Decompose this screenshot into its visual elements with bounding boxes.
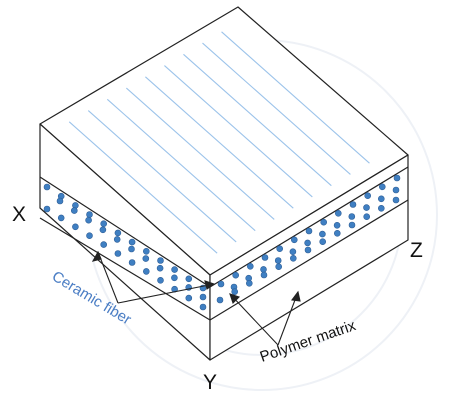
fiber-dot [393,174,401,182]
fiber-line [87,110,237,243]
left-layer-top-boundary [39,176,211,288]
fiber-dot [348,213,356,220]
fiber-dot [377,195,385,203]
ceramic-arrow-right-head [204,280,216,290]
fiber-dot [72,223,79,231]
fiber-dot [274,257,282,264]
fiber-line [68,121,218,254]
fiber-dot [57,214,65,222]
fiber-dot [290,236,298,244]
fiber-dot [392,186,400,194]
matrix-arrow-left [229,293,279,346]
matrix-arrow-left-head [229,293,241,305]
fiber-dot [86,211,93,218]
fiber-dot [185,275,193,283]
fiber-dot [216,296,224,304]
fiber-dot [289,254,297,262]
fiber-dot [304,246,312,254]
fiber-line [183,53,332,187]
fiber-dot [171,266,178,273]
fiber-dot [260,266,267,273]
fiber-dot [364,192,372,199]
fiber-dot [378,183,386,191]
fiber-dot [319,230,326,238]
fiber-dot [100,241,107,248]
fiber-dot [199,293,207,301]
fiber-line [106,98,256,232]
polymer-matrix-label: Polymer matrix [258,317,359,366]
fiber-dot [142,255,150,262]
fiber-dot [56,197,64,205]
fiber-dot [156,264,164,272]
ceramic-arrow-left-head [91,250,102,262]
fiber-dot [377,205,385,212]
fiber-dot [217,280,225,288]
fiber-dot [260,271,268,279]
right-side-face [209,154,409,361]
fiber-line [145,76,294,209]
fiber-dot [143,248,150,255]
fiber-dot [100,220,107,227]
fiber-dot [304,239,311,247]
fiber-dot [363,204,370,211]
fiber-cross-sections [43,174,401,311]
fiber-dot [305,227,313,235]
fiber-dot [114,229,122,237]
fiber-lines-top [68,31,370,254]
fiber-dot [289,248,297,255]
fiber-dot [143,268,150,275]
fiber-dot [363,213,371,220]
fiber-line [164,65,313,198]
fiber-dot [157,257,164,264]
fiber-dot [185,294,193,302]
fiber-dot [319,238,327,245]
axis-label-y: Y [203,371,217,394]
fiber-dot [43,205,51,213]
fiber-dot [199,303,207,311]
fiber-dot [349,201,357,208]
fiber-dot [85,216,92,224]
fiber-dot [71,207,78,214]
fiber-dot [247,262,254,270]
ceramic-arrow-left [97,251,119,304]
right-layer-bottom-boundary [209,199,409,321]
fiber-dot [128,238,136,246]
fiber-dot [392,196,400,204]
fiber-dot [99,226,107,234]
fiber-dot [128,259,136,266]
fiber-dot [275,263,283,271]
fiber-dot [333,222,341,229]
fiber-dot [171,274,178,282]
fiber-dot [320,218,328,226]
fiber-dot [348,221,356,229]
matrix-arrow-right-head [290,290,301,302]
fiber-line [125,87,275,220]
fiber-line [221,31,370,164]
fiber-dot [231,288,238,296]
fiber-dot [333,230,341,237]
fiber-dot [43,183,51,191]
fiber-dot [113,236,121,243]
fiber-dot [114,250,122,257]
fiber-dot [86,232,93,239]
fiber-dot [261,254,269,261]
annotation-arrows [91,250,301,346]
left-lower-boundary [39,217,211,321]
fiber-line [202,42,351,175]
axis-label-x: X [12,203,26,226]
fiber-dot [128,245,135,253]
fiber-dot [276,245,284,252]
fiber-dot [232,271,239,279]
right-layer-top-boundary [209,166,409,288]
fiber-dot [246,279,253,287]
ceramic-arrow-right [117,283,215,304]
fiber-dot [157,276,164,284]
block [39,6,409,361]
fiber-dot [334,210,342,217]
axis-label-z: Z [410,239,423,262]
